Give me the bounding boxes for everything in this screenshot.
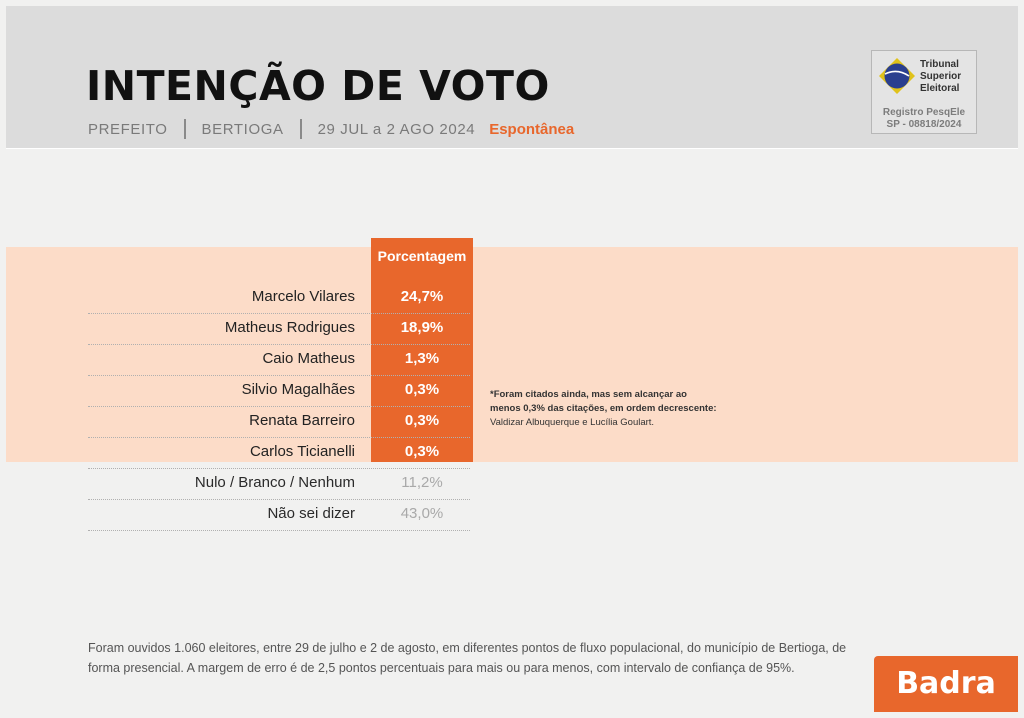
other-row: Nulo / Branco / Nenhum 11,2%	[88, 469, 470, 500]
row-label: Renata Barreiro	[249, 412, 355, 429]
footnote: *Foram citados ainda, mas sem alcançar a…	[490, 388, 720, 430]
candidate-row: Carlos Ticianelli 0,3%	[88, 438, 470, 469]
row-value: 0,3%	[404, 443, 440, 460]
tse-registration-box: Tribunal Superior Eleitoral Registro Pes…	[871, 50, 977, 134]
row-value: 1,3%	[404, 350, 440, 367]
candidate-row: Renata Barreiro 0,3%	[88, 407, 470, 438]
row-value: 0,3%	[404, 381, 440, 398]
candidate-row: Caio Matheus 1,3%	[88, 345, 470, 376]
page-canvas: INTENÇÃO DE VOTO PREFEITO BERTIOGA 29 JU…	[6, 6, 1018, 712]
row-label: Carlos Ticianelli	[249, 443, 355, 460]
candidate-row: Marcelo Vilares 24,7%	[88, 283, 470, 314]
row-value: 24,7%	[400, 288, 444, 305]
city-label: BERTIOGA	[201, 120, 284, 138]
row-label: Caio Matheus	[262, 350, 355, 367]
candidates-band	[6, 247, 1018, 462]
separator	[299, 119, 302, 139]
row-value: 43,0%	[400, 505, 444, 522]
tse-registration: Registro PesqEle SP - 08818/2024	[882, 107, 966, 130]
separator	[183, 119, 186, 139]
row-label: Matheus Rodrigues	[224, 319, 355, 336]
percentage-column-header: Porcentagem	[377, 248, 467, 264]
survey-type-label: Espontânea	[489, 120, 575, 138]
footnote-text: *Foram citados ainda, mas sem alcançar a…	[490, 389, 717, 414]
row-label: Silvio Magalhães	[241, 381, 355, 398]
row-value: 18,9%	[400, 319, 444, 336]
row-label: Marcelo Vilares	[251, 288, 355, 305]
row-label: Nulo / Branco / Nenhum	[194, 474, 355, 491]
tse-name: Tribunal Superior Eleitoral	[920, 59, 962, 94]
tse-emblem-icon	[879, 58, 915, 94]
subtitle-bar: PREFEITO BERTIOGA 29 JUL a 2 AGO 2024 Es…	[88, 118, 574, 140]
methodology-note: Foram ouvidos 1.060 eleitores, entre 29 …	[88, 641, 847, 675]
badra-logo: Badra	[874, 656, 1018, 712]
row-value: 0,3%	[404, 412, 440, 429]
footnote-names: Valdizar Albuquerque e Lucília Goulart.	[490, 417, 655, 428]
candidate-row: Silvio Magalhães 0,3%	[88, 376, 470, 407]
office-label: PREFEITO	[88, 120, 168, 138]
period-label: 29 JUL a 2 AGO 2024	[317, 120, 476, 138]
other-row: Não sei dizer 43,0%	[88, 500, 470, 531]
header: INTENÇÃO DE VOTO PREFEITO BERTIOGA 29 JU…	[6, 6, 1018, 149]
row-label: Não sei dizer	[267, 505, 355, 522]
candidate-row: Matheus Rodrigues 18,9%	[88, 314, 470, 345]
page-title: INTENÇÃO DE VOTO	[86, 62, 550, 110]
percentage-column	[371, 238, 473, 462]
row-value: 11,2%	[401, 474, 443, 491]
